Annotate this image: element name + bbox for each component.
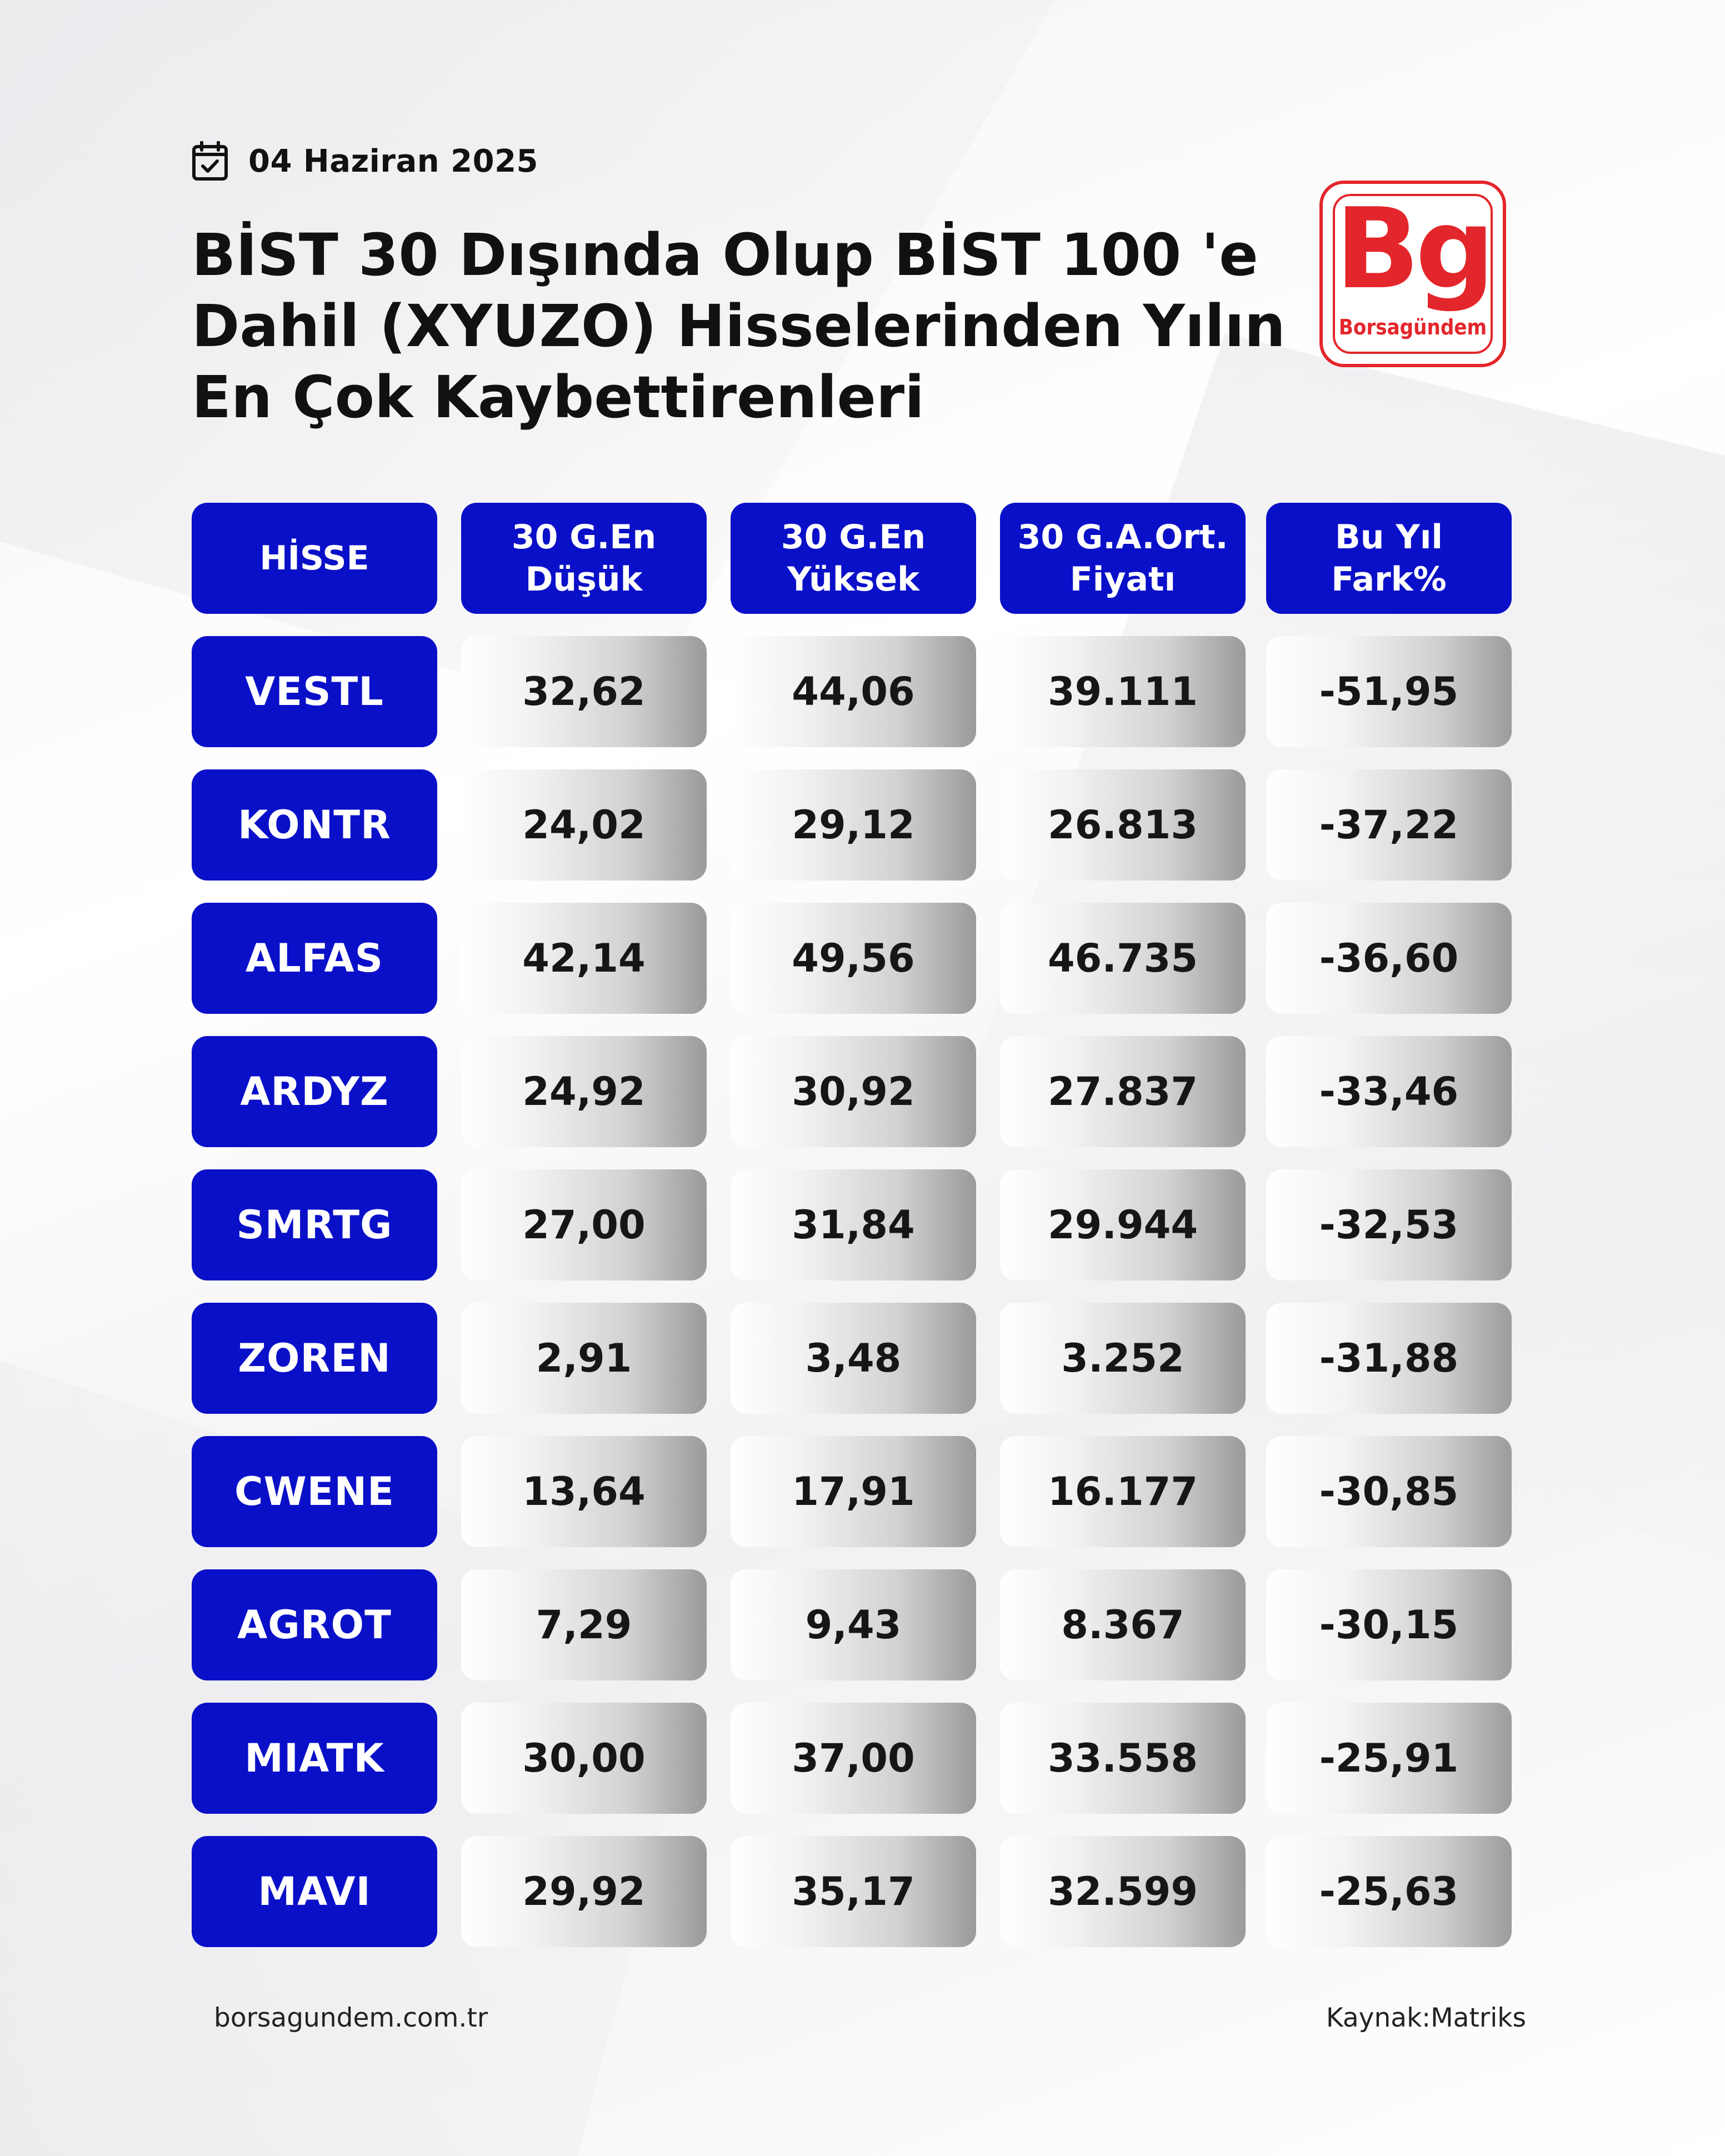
- ticker-cell: VESTL: [192, 636, 437, 747]
- title-line: Dahil (XYUZO) Hisselerinden Yılın: [192, 292, 1286, 360]
- avg-price-cell: 46.735: [1000, 903, 1246, 1014]
- column-header-30g-en-dusuk: 30 G.En Düşük: [461, 503, 707, 614]
- ticker-cell: MIATK: [192, 1703, 437, 1814]
- website-text: borsagundem.com.tr: [214, 2003, 488, 2033]
- stock-table: HİSSE 30 G.En Düşük 30 G.En Yüksek 30 G.…: [192, 503, 1512, 1969]
- ticker-cell: SMRTG: [192, 1169, 437, 1280]
- high-value-cell: 49,56: [731, 903, 976, 1014]
- table-row: ZOREN 2,91 3,48 3.252 -31,88: [192, 1303, 1512, 1414]
- high-value-cell: 29,12: [731, 769, 976, 881]
- table-row: ALFAS 42,14 49,56 46.735 -36,60: [192, 903, 1512, 1014]
- title-line: BİST 30 Dışında Olup BİST 100 'e: [192, 221, 1258, 289]
- low-value-cell: 29,92: [461, 1836, 707, 1947]
- page-title: BİST 30 Dışında Olup BİST 100 'e Dahil (…: [192, 219, 1292, 433]
- ticker-cell: ARDYZ: [192, 1036, 437, 1147]
- logo-frame: [1333, 194, 1493, 354]
- avg-price-cell: 32.599: [1000, 1836, 1246, 1947]
- avg-price-cell: 16.177: [1000, 1436, 1246, 1547]
- table-row: MAVI 29,92 35,17 32.599 -25,63: [192, 1836, 1512, 1947]
- low-value-cell: 27,00: [461, 1169, 707, 1280]
- column-header-bu-yil-fark: Bu Yıl Fark%: [1266, 503, 1512, 614]
- calendar-icon: [192, 141, 228, 181]
- table-row: SMRTG 27,00 31,84 29.944 -32,53: [192, 1169, 1512, 1280]
- avg-price-cell: 27.837: [1000, 1036, 1246, 1147]
- low-value-cell: 13,64: [461, 1436, 707, 1547]
- low-value-cell: 24,02: [461, 769, 707, 881]
- ticker-cell: MAVI: [192, 1836, 437, 1947]
- avg-price-cell: 33.558: [1000, 1703, 1246, 1814]
- date-row: 04 Haziran 2025: [192, 139, 538, 183]
- ytd-change-cell: -32,53: [1266, 1169, 1512, 1280]
- title-line: En Çok Kaybettirenleri: [192, 363, 924, 431]
- date-text: 04 Haziran 2025: [248, 143, 538, 179]
- logo-name: Borsagündem: [1338, 315, 1487, 339]
- table-row: AGROT 7,29 9,43 8.367 -30,15: [192, 1569, 1512, 1680]
- logo-mark: Bg: [1335, 184, 1495, 314]
- avg-price-cell: 26.813: [1000, 769, 1246, 881]
- avg-price-cell: 8.367: [1000, 1569, 1246, 1680]
- table-row: VESTL 32,62 44,06 39.111 -51,95: [192, 636, 1512, 747]
- low-value-cell: 30,00: [461, 1703, 707, 1814]
- ticker-cell: AGROT: [192, 1569, 437, 1680]
- avg-price-cell: 39.111: [1000, 636, 1246, 747]
- ytd-change-cell: -36,60: [1266, 903, 1512, 1014]
- ytd-change-cell: -33,46: [1266, 1036, 1512, 1147]
- table-row: MIATK 30,00 37,00 33.558 -25,91: [192, 1703, 1512, 1814]
- table-row: KONTR 24,02 29,12 26.813 -37,22: [192, 769, 1512, 881]
- ticker-cell: KONTR: [192, 769, 437, 881]
- ytd-change-cell: -31,88: [1266, 1303, 1512, 1414]
- column-header-30g-ort-fiyati: 30 G.A.Ort. Fiyatı: [1000, 503, 1246, 614]
- column-header-30g-en-yuksek: 30 G.En Yüksek: [731, 503, 976, 614]
- avg-price-cell: 29.944: [1000, 1169, 1246, 1280]
- borsagundem-logo: Bg Borsagündem: [1319, 181, 1506, 367]
- high-value-cell: 3,48: [731, 1303, 976, 1414]
- high-value-cell: 9,43: [731, 1569, 976, 1680]
- low-value-cell: 32,62: [461, 636, 707, 747]
- ytd-change-cell: -37,22: [1266, 769, 1512, 881]
- high-value-cell: 31,84: [731, 1169, 976, 1280]
- low-value-cell: 7,29: [461, 1569, 707, 1680]
- low-value-cell: 2,91: [461, 1303, 707, 1414]
- low-value-cell: 42,14: [461, 903, 707, 1014]
- high-value-cell: 35,17: [731, 1836, 976, 1947]
- ytd-change-cell: -25,63: [1266, 1836, 1512, 1947]
- high-value-cell: 30,92: [731, 1036, 976, 1147]
- high-value-cell: 37,00: [731, 1703, 976, 1814]
- high-value-cell: 17,91: [731, 1436, 976, 1547]
- high-value-cell: 44,06: [731, 636, 976, 747]
- ticker-cell: CWENE: [192, 1436, 437, 1547]
- source-text: Kaynak:Matriks: [1326, 2003, 1526, 2033]
- ticker-cell: ALFAS: [192, 903, 437, 1014]
- ytd-change-cell: -30,15: [1266, 1569, 1512, 1680]
- ytd-change-cell: -51,95: [1266, 636, 1512, 747]
- ticker-cell: ZOREN: [192, 1303, 437, 1414]
- column-header-hisse: HİSSE: [192, 503, 437, 614]
- table-row: ARDYZ 24,92 30,92 27.837 -33,46: [192, 1036, 1512, 1147]
- ytd-change-cell: -25,91: [1266, 1703, 1512, 1814]
- table-header-row: HİSSE 30 G.En Düşük 30 G.En Yüksek 30 G.…: [192, 503, 1512, 614]
- table-row: CWENE 13,64 17,91 16.177 -30,85: [192, 1436, 1512, 1547]
- low-value-cell: 24,92: [461, 1036, 707, 1147]
- ytd-change-cell: -30,85: [1266, 1436, 1512, 1547]
- avg-price-cell: 3.252: [1000, 1303, 1246, 1414]
